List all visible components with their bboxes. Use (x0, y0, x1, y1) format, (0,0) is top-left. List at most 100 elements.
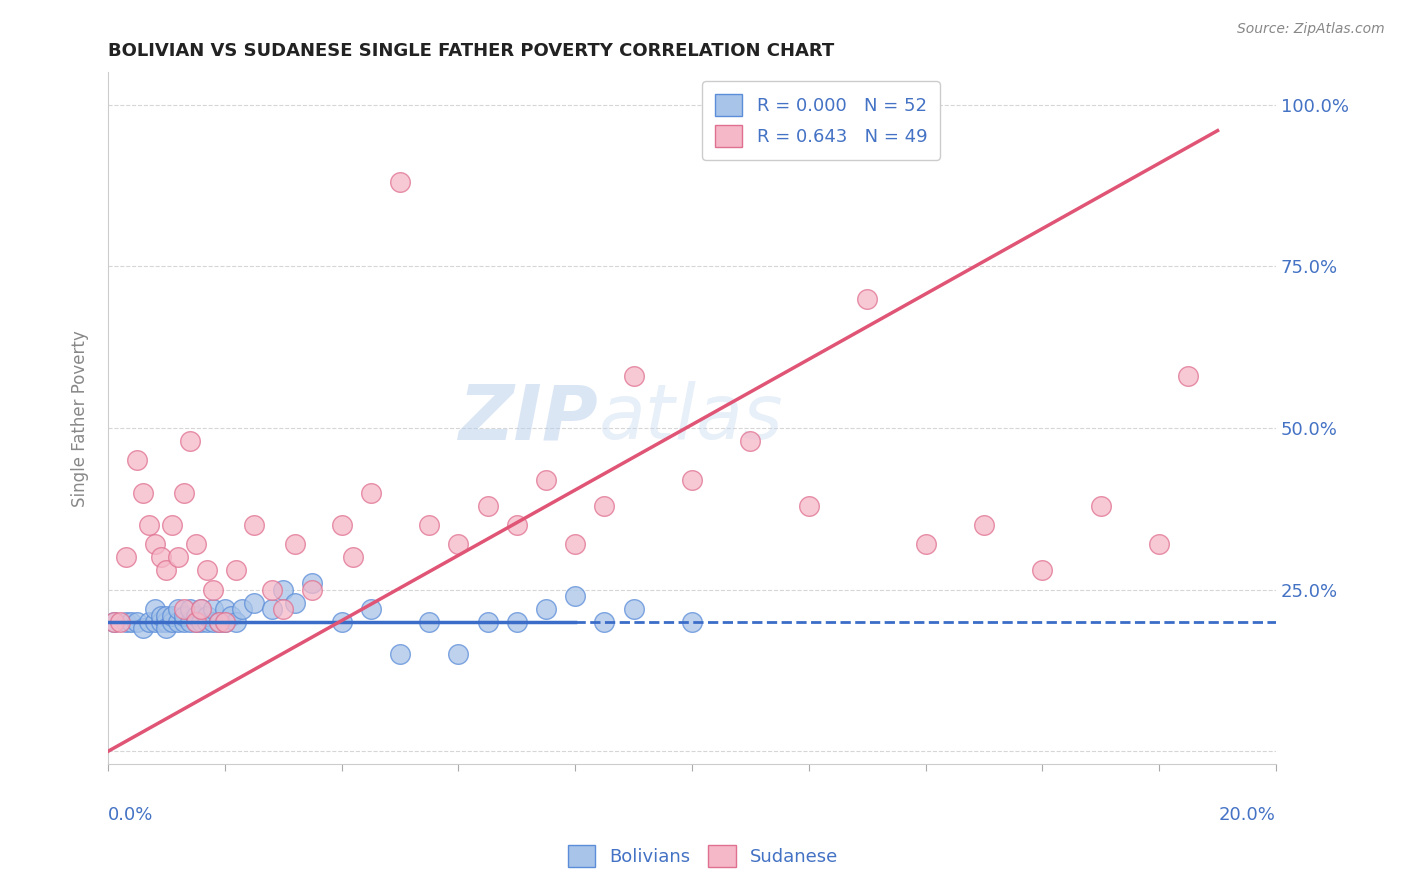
Point (167, 550, 190, 565)
Point (388, 648, 411, 662)
Point (534, 602, 557, 616)
Point (1090, 499, 1112, 513)
Point (740, 434, 762, 448)
Point (132, 622, 155, 636)
Point (856, 292, 879, 306)
Point (388, 175, 411, 189)
Point (593, 615, 616, 629)
Point (184, 608, 207, 623)
Point (214, 615, 236, 629)
Point (155, 608, 177, 623)
Point (593, 499, 616, 513)
Point (127, 615, 149, 629)
Point (173, 485, 195, 500)
Point (184, 537, 207, 551)
Point (260, 602, 283, 616)
Point (160, 518, 183, 533)
Point (214, 615, 236, 629)
Point (301, 576, 323, 591)
Point (155, 563, 177, 577)
Point (271, 582, 294, 597)
Point (1031, 563, 1053, 577)
Point (149, 608, 172, 623)
Point (155, 615, 177, 629)
Point (208, 615, 231, 629)
Point (138, 615, 160, 629)
Point (173, 615, 195, 629)
Point (623, 369, 645, 384)
Point (184, 615, 207, 629)
Point (167, 615, 190, 629)
Point (179, 434, 201, 448)
Point (103, 615, 125, 629)
Point (155, 622, 177, 636)
Point (225, 563, 247, 577)
Point (564, 537, 586, 551)
Text: Source: ZipAtlas.com: Source: ZipAtlas.com (1237, 22, 1385, 37)
Y-axis label: Single Father Poverty: Single Father Poverty (72, 330, 89, 507)
Point (114, 550, 136, 565)
Point (225, 615, 247, 629)
Point (202, 615, 225, 629)
Point (330, 518, 353, 533)
Point (179, 602, 201, 616)
Point (160, 615, 183, 629)
Point (447, 648, 470, 662)
Point (202, 582, 225, 597)
Point (120, 615, 142, 629)
Point (219, 608, 242, 623)
Point (243, 596, 266, 610)
Point (179, 615, 201, 629)
Point (681, 473, 703, 487)
Point (330, 615, 353, 629)
Point (132, 485, 155, 500)
Point (173, 602, 195, 616)
Point (195, 608, 218, 623)
Point (160, 608, 183, 623)
Text: ZIP: ZIP (458, 382, 599, 455)
Point (447, 537, 470, 551)
Point (149, 615, 172, 629)
Point (143, 602, 166, 616)
Point (243, 518, 266, 533)
Point (284, 596, 307, 610)
Point (108, 615, 131, 629)
Point (143, 615, 166, 629)
Point (506, 518, 529, 533)
Point (564, 589, 586, 603)
Point (173, 608, 195, 623)
Point (149, 550, 172, 565)
Legend: Bolivians, Sudanese: Bolivians, Sudanese (561, 838, 845, 874)
Point (506, 615, 529, 629)
Point (195, 563, 218, 577)
Point (301, 582, 323, 597)
Point (190, 602, 212, 616)
Point (167, 602, 190, 616)
Point (195, 615, 218, 629)
Point (127, 453, 149, 467)
Point (360, 485, 382, 500)
Point (623, 602, 645, 616)
Point (214, 602, 236, 616)
Point (208, 615, 231, 629)
Point (1147, 537, 1170, 551)
Text: atlas: atlas (599, 382, 783, 455)
Point (284, 537, 307, 551)
Point (271, 602, 294, 616)
Point (973, 518, 995, 533)
Point (342, 550, 364, 565)
Point (681, 615, 703, 629)
Point (914, 537, 936, 551)
Text: 0.0%: 0.0% (108, 805, 153, 824)
Point (114, 615, 136, 629)
Point (103, 615, 125, 629)
Point (190, 602, 212, 616)
Point (477, 499, 499, 513)
Point (138, 518, 160, 533)
Point (260, 582, 283, 597)
Point (534, 473, 557, 487)
Point (190, 615, 212, 629)
Point (477, 615, 499, 629)
Point (360, 602, 382, 616)
Text: BOLIVIAN VS SUDANESE SINGLE FATHER POVERTY CORRELATION CHART: BOLIVIAN VS SUDANESE SINGLE FATHER POVER… (108, 42, 834, 60)
